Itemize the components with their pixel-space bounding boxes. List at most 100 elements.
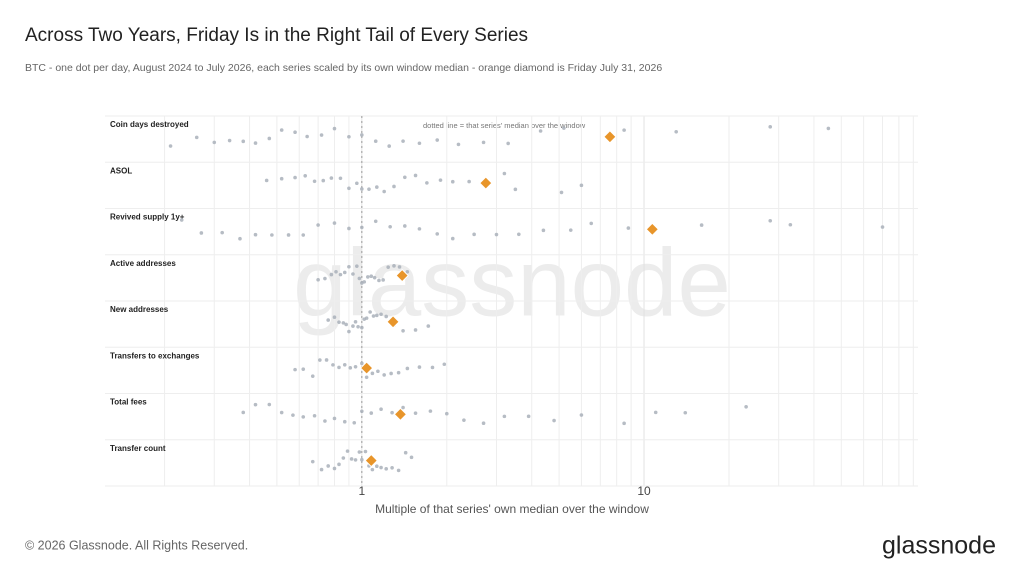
dot	[526, 414, 531, 419]
dot	[347, 186, 351, 191]
dot	[375, 313, 379, 318]
dot	[355, 264, 359, 268]
dot	[293, 367, 297, 372]
dot	[622, 128, 626, 132]
dot	[375, 185, 379, 189]
dot	[253, 402, 258, 407]
dot	[674, 129, 678, 134]
dot	[319, 133, 324, 137]
dot	[387, 144, 391, 148]
dot	[396, 468, 401, 473]
dot	[683, 410, 688, 415]
dot	[450, 179, 455, 184]
dot	[337, 320, 341, 324]
dot	[401, 139, 405, 143]
dot	[413, 411, 418, 415]
dot	[379, 312, 383, 317]
dot	[342, 270, 347, 275]
dot	[417, 141, 422, 146]
dot	[363, 449, 368, 454]
dot	[326, 318, 330, 322]
dot	[329, 176, 334, 180]
dot	[417, 227, 422, 231]
dot	[267, 402, 272, 407]
dot	[337, 365, 341, 370]
dot	[342, 419, 347, 424]
series-label: ASOL	[110, 166, 132, 175]
dot	[405, 269, 410, 274]
dot	[364, 316, 369, 320]
x-tick-label: 10	[637, 484, 651, 498]
dot	[305, 134, 309, 139]
series-label: Revived supply 1y+	[110, 213, 185, 222]
dot	[357, 450, 362, 454]
dot	[390, 410, 394, 415]
friday-diamond	[364, 453, 378, 468]
x-tick-label: 1	[358, 484, 365, 498]
dot	[332, 416, 337, 421]
dot	[370, 371, 375, 376]
dot	[435, 138, 440, 142]
dot	[392, 184, 396, 189]
friday-diamond	[395, 268, 409, 283]
dot	[368, 310, 372, 314]
dot	[401, 328, 405, 333]
dot	[513, 187, 518, 192]
dot	[342, 362, 347, 367]
friday-diamond	[603, 130, 617, 144]
dot	[367, 187, 371, 191]
dot	[382, 373, 386, 377]
dot	[227, 138, 232, 143]
dot	[768, 218, 773, 223]
dot	[481, 140, 486, 145]
dot	[337, 462, 341, 467]
series-label: Transfers to exchanges	[110, 351, 200, 360]
dot	[409, 455, 414, 460]
dot	[826, 126, 831, 131]
series-label: New addresses	[110, 305, 169, 314]
dot	[430, 365, 435, 370]
dot	[353, 364, 358, 369]
dot	[444, 411, 449, 416]
dot	[360, 133, 364, 137]
dot	[373, 219, 378, 224]
dot	[386, 265, 390, 269]
dot	[456, 142, 461, 147]
dot	[338, 272, 343, 277]
dot	[310, 459, 315, 464]
dot	[331, 363, 335, 367]
dot	[388, 224, 392, 229]
dot	[347, 226, 351, 231]
dot	[199, 231, 204, 235]
dot	[332, 126, 337, 131]
dot	[353, 458, 358, 462]
dot	[376, 369, 380, 374]
dot	[291, 413, 295, 417]
dot	[403, 450, 408, 455]
annotation: dotted line = that series' median over t…	[423, 121, 586, 130]
dot	[353, 320, 358, 324]
dot	[384, 467, 389, 471]
dot	[168, 144, 173, 148]
dot	[316, 277, 320, 282]
dot	[541, 228, 546, 233]
dot	[360, 409, 364, 414]
dot	[360, 225, 364, 230]
dot	[323, 276, 327, 281]
dot	[253, 141, 258, 145]
copyright: © 2026 Glassnode. All Rights Reserved.	[25, 538, 248, 552]
dot	[312, 179, 317, 184]
dot	[360, 187, 364, 191]
friday-diamond	[359, 361, 374, 375]
dot	[212, 140, 217, 145]
dot	[568, 228, 573, 232]
dot	[264, 178, 269, 183]
dot	[462, 418, 466, 422]
friday-diamond	[393, 407, 408, 422]
chart-subtitle: BTC - one dot per day, August 2024 to Ju…	[25, 62, 662, 74]
series-label: Transfer count	[110, 444, 166, 453]
dot	[371, 314, 376, 318]
dot	[253, 232, 258, 237]
dot	[301, 367, 306, 371]
